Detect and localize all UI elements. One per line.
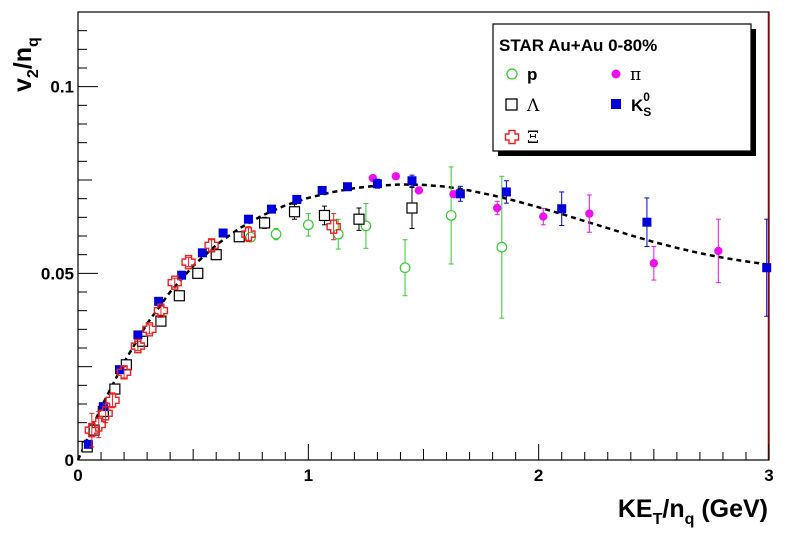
data-point-K0S [266, 204, 276, 214]
data-point-Xi [181, 254, 196, 270]
x-axis-title-sub-q: q [685, 511, 695, 528]
data-point-Lambda [192, 267, 204, 279]
legend-p-label: p [527, 65, 537, 84]
y-tick-label: 0 [65, 451, 74, 470]
fit-curve [76, 183, 770, 461]
data-point-Xi [116, 365, 132, 380]
data-point-pi [714, 246, 723, 256]
data-point-K0S [342, 182, 352, 192]
data-point-Xi [91, 417, 106, 432]
data-point-pi [649, 259, 659, 268]
x-tick-label: 3 [764, 466, 773, 485]
data-point-K0S [218, 228, 228, 238]
legend-lambda-label: Λ [526, 96, 540, 116]
legend-pi-marker [611, 69, 621, 79]
fit-layer [76, 183, 770, 461]
x-tick-label: 2 [534, 466, 543, 485]
data-point-K0S [133, 330, 143, 340]
data-point-K0S [557, 204, 567, 214]
data-point-p [399, 262, 411, 274]
data-point-K0S [501, 187, 511, 197]
data-point-p [302, 219, 314, 231]
data-point-Xi [326, 219, 341, 234]
data-point-Lambda [173, 290, 185, 302]
series-K0S [83, 174, 772, 449]
x-axis-title-sub: T [653, 511, 663, 528]
legend-xi-label: Ξ [527, 128, 539, 148]
data-point-Xi [153, 303, 169, 318]
data-point-pi [493, 203, 502, 213]
data-point-pi [414, 186, 424, 195]
data-point-K0S [317, 185, 327, 195]
data-point-pi [449, 189, 458, 199]
axes: 0 1 2 3 0 0.05 0.1 [41, 11, 774, 485]
data-point-Lambda [155, 315, 167, 327]
data-point-Lambda [406, 202, 418, 214]
data-point-p [270, 228, 282, 240]
series-pi [368, 172, 723, 284]
data-point-Xi [98, 406, 113, 421]
x-tick-label: 0 [73, 466, 82, 485]
y-axis-title: v2/nq [9, 37, 42, 92]
data-point-pi [391, 172, 401, 181]
data-point-K0S [197, 248, 207, 258]
data-point-K0S [407, 176, 417, 186]
data-layer [81, 166, 772, 453]
data-point-p [496, 241, 508, 253]
legend-box [492, 23, 752, 152]
data-point-Xi [130, 338, 146, 354]
data-point-Xi [204, 238, 219, 253]
series-p [245, 166, 508, 319]
legend-k0s-label: KS0 [631, 90, 651, 119]
data-point-Xi [105, 393, 120, 408]
data-point-pi [585, 209, 594, 218]
data-point-K0S [762, 263, 772, 273]
legend-lambda-marker [505, 98, 518, 111]
y-tick-label: 0.1 [50, 78, 74, 97]
data-point-K0S [372, 179, 382, 189]
data-point-p [445, 210, 457, 221]
legend-k0s-marker [611, 99, 621, 109]
data-point-K0S [243, 214, 253, 224]
legend: STAR Au+Au 0-80% p π Λ KS0 Ξ [492, 23, 756, 156]
data-point-K0S [83, 439, 93, 449]
x-axis-title: KET/nq (GeV) [618, 495, 768, 528]
data-point-pi [539, 212, 548, 221]
data-point-Xi [241, 226, 256, 242]
legend-title: STAR Au+Au 0-80% [499, 36, 657, 55]
legend-p-marker [506, 68, 518, 80]
data-point-K0S [642, 217, 652, 227]
legend-xi-marker-group [504, 129, 520, 145]
data-point-Lambda [353, 213, 365, 225]
data-point-Lambda [318, 209, 331, 222]
y-tick-label: 0.05 [41, 264, 74, 283]
data-point-K0S [154, 296, 164, 306]
series-Lambda [81, 186, 418, 453]
data-point-p [332, 228, 344, 240]
data-point-K0S [292, 194, 302, 204]
data-point-Lambda [288, 206, 301, 218]
series-Xi [84, 213, 341, 448]
legend-xi-cross [504, 129, 520, 145]
legend-pi-label: π [630, 65, 641, 85]
data-point-Xi [167, 275, 182, 290]
data-point-Xi [142, 322, 157, 337]
x-tick-label: 1 [304, 466, 313, 485]
data-point-K0S [455, 189, 465, 199]
data-point-Lambda [258, 217, 271, 229]
data-point-K0S [177, 270, 187, 280]
data-point-Lambda [210, 249, 222, 261]
